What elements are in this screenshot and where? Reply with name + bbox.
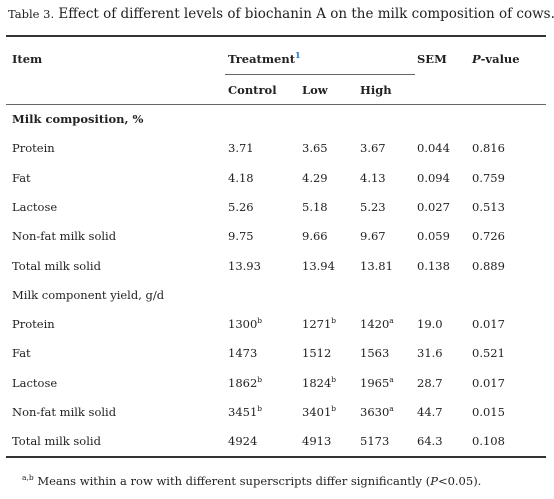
bottom-rule (6, 456, 546, 458)
significance-superscript: a (389, 374, 394, 384)
value-high: 9.67 (360, 229, 386, 244)
row-item-label: Protein (12, 141, 55, 156)
value-sem: 64.3 (417, 434, 443, 449)
value-sem: 0.027 (417, 199, 450, 214)
value-p: 0.017 (472, 375, 505, 390)
section-title: Milk composition, % (12, 112, 144, 126)
value-control: 1862b (228, 374, 263, 390)
value-low: 1824b (302, 374, 337, 390)
header-sem: SEM (417, 52, 447, 66)
value-high: 3630a (360, 404, 394, 419)
caption-label: Table 3. (8, 7, 55, 21)
value-high: 1965a (360, 374, 394, 390)
value-p: 0.759 (472, 170, 505, 185)
value-p: 0.015 (472, 405, 505, 419)
significance-superscript: b (331, 316, 337, 326)
value-sem: 0.138 (417, 258, 450, 273)
value-high: 13.81 (360, 258, 393, 273)
row-item-label: Lactose (12, 375, 58, 390)
value-p: 0.726 (472, 229, 505, 244)
header-bottom-rule (6, 104, 546, 105)
header-treatment: Treatment1 (228, 50, 301, 66)
top-rule (6, 35, 546, 37)
value-low: 4.29 (302, 170, 328, 185)
value-control: 13.93 (228, 258, 261, 273)
value-sem: 0.044 (417, 141, 450, 156)
value-p: 0.521 (472, 346, 505, 361)
value-control: 5.26 (228, 199, 254, 214)
value-low: 1512 (302, 346, 332, 361)
value-p: 0.816 (472, 141, 505, 156)
treatment-span-rule (225, 74, 415, 75)
row-item-label: Fat (12, 170, 31, 185)
treatment-footnote-mark: 1 (295, 50, 301, 61)
value-high: 5173 (360, 434, 390, 449)
significance-superscript: a (389, 404, 394, 414)
significance-superscript: b (331, 404, 337, 414)
value-high: 4.13 (360, 170, 386, 185)
table-footnote: a,b Means within a row with different su… (22, 473, 482, 488)
row-item-label: Protein (12, 317, 55, 332)
value-sem: 31.6 (417, 346, 443, 361)
header-item: Item (12, 52, 43, 66)
row-item-label: Total milk solid (12, 258, 101, 273)
value-low: 3401b (302, 404, 337, 419)
significance-superscript: b (257, 374, 263, 384)
value-sem: 0.059 (417, 229, 450, 244)
section-title: Milk component yield, g/d (12, 287, 165, 302)
value-low: 13.94 (302, 258, 335, 273)
value-low: 9.66 (302, 229, 328, 244)
header-pvalue: P-value (472, 52, 520, 66)
value-high: 5.23 (360, 199, 386, 214)
row-item-label: Non-fat milk solid (12, 229, 117, 244)
value-sem: 28.7 (417, 375, 443, 390)
value-low: 1271b (302, 316, 337, 332)
value-p: 0.513 (472, 199, 505, 214)
row-item-label: Fat (12, 346, 31, 361)
value-sem: 0.094 (417, 170, 450, 185)
value-sem: 44.7 (417, 405, 443, 419)
significance-superscript: b (257, 316, 263, 326)
value-high: 1420a (360, 316, 394, 332)
significance-superscript: b (257, 404, 263, 414)
value-high: 3.67 (360, 141, 386, 156)
value-control: 9.75 (228, 229, 254, 244)
significance-superscript: b (331, 374, 337, 384)
caption-text: Effect of different levels of biochanin … (58, 6, 554, 22)
value-control: 1473 (228, 346, 258, 361)
value-sem: 19.0 (417, 317, 443, 332)
value-low: 3.65 (302, 141, 328, 156)
value-control: 1300b (228, 316, 263, 332)
value-control: 3451b (228, 404, 263, 419)
value-low: 5.18 (302, 199, 328, 214)
value-p: 0.108 (472, 434, 505, 449)
table-caption: Table 3. Effect of different levels of b… (8, 6, 554, 22)
value-p: 0.017 (472, 317, 505, 332)
header-low: Low (302, 83, 328, 97)
footnote-sup: a,b (22, 473, 34, 483)
header-control: Control (228, 83, 277, 97)
value-low: 4913 (302, 434, 332, 449)
value-high: 1563 (360, 346, 390, 361)
row-item-label: Total milk solid (12, 434, 101, 449)
value-control: 4924 (228, 434, 258, 449)
row-item-label: Non-fat milk solid (12, 405, 117, 419)
significance-superscript: a (389, 316, 394, 326)
value-p: 0.889 (472, 258, 505, 273)
header-high: High (360, 83, 392, 97)
value-control: 4.18 (228, 170, 254, 185)
value-control: 3.71 (228, 141, 254, 156)
row-item-label: Lactose (12, 199, 58, 214)
